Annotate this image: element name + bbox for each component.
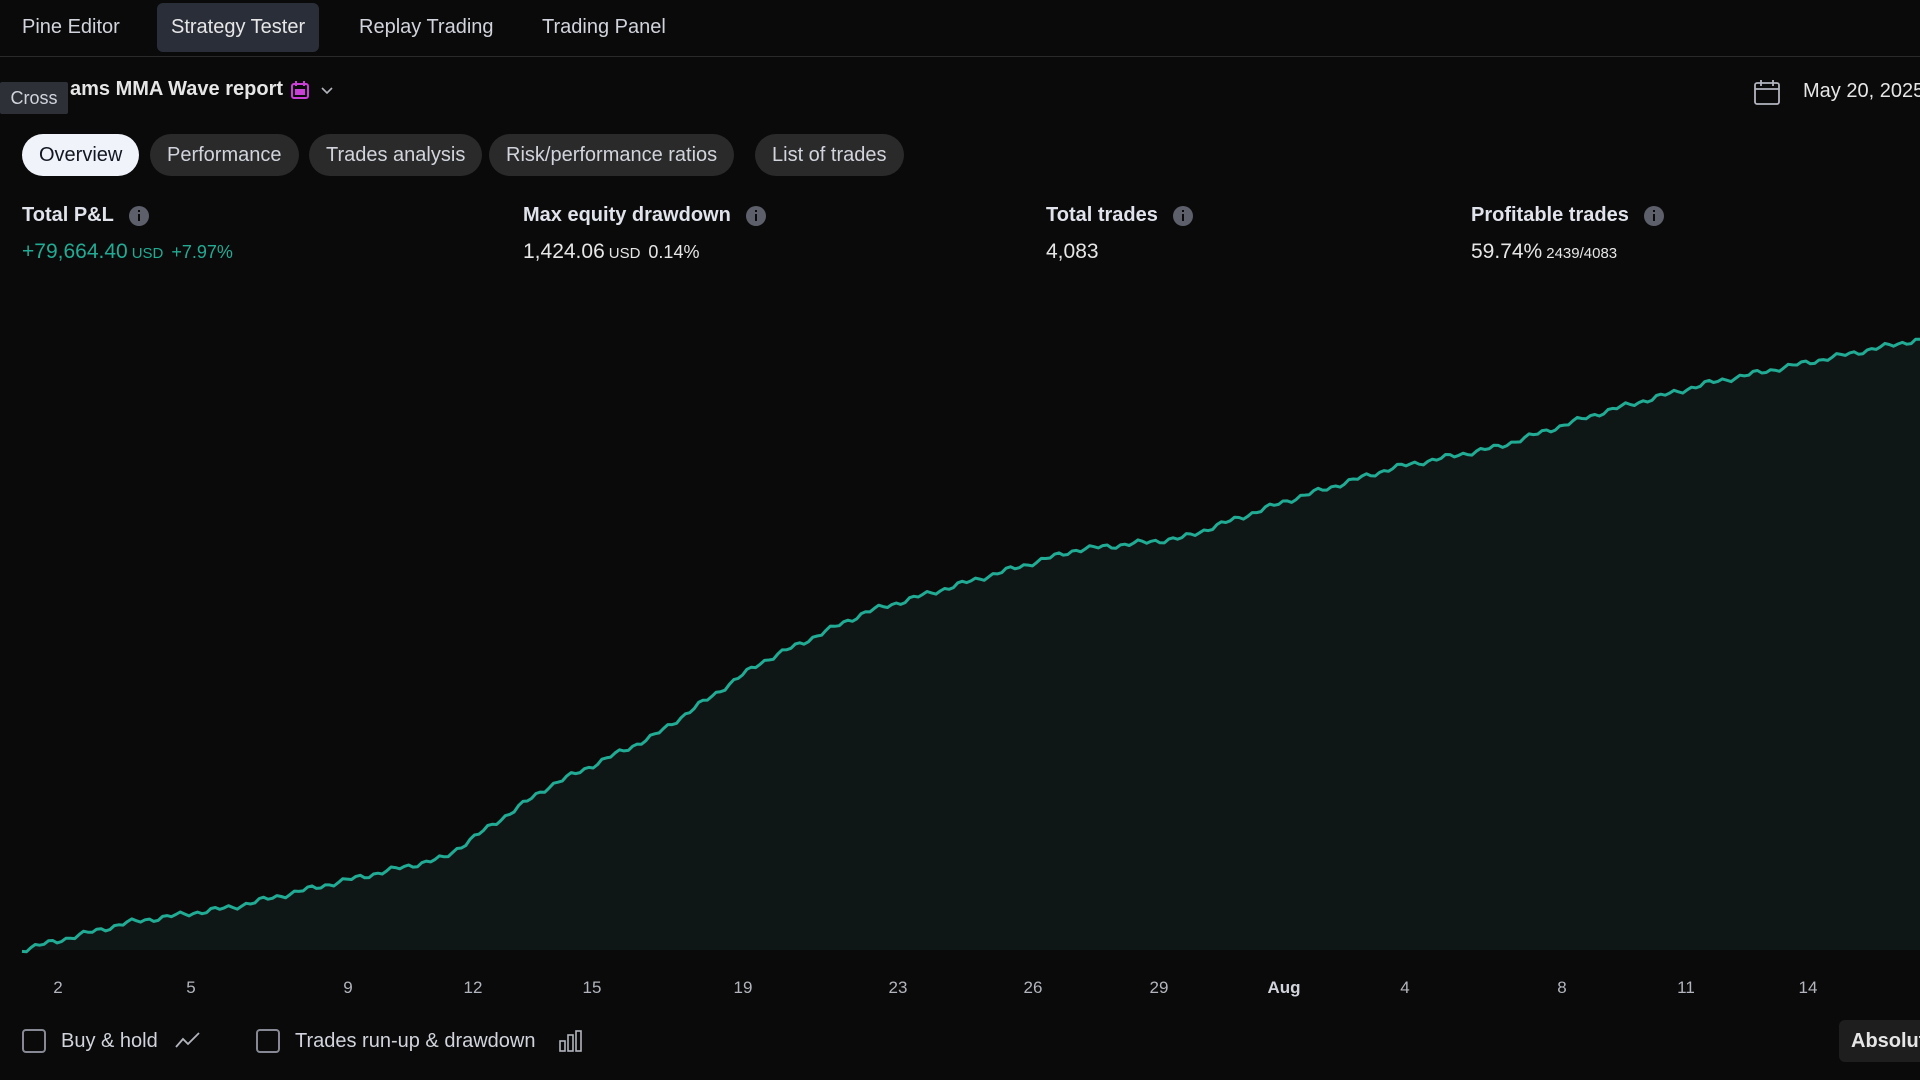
top-tab-bar: Pine Editor Strategy Tester Replay Tradi… bbox=[0, 0, 1920, 57]
stat-profitable-trades: Profitable trades 59.74% 2439/4083 bbox=[1471, 204, 1665, 263]
tab-risk-performance-ratios[interactable]: Risk/performance ratios bbox=[489, 134, 735, 176]
stat-total-pnl: Total P&L +79,664.40 USD +7.97% bbox=[22, 204, 233, 263]
x-tick-label: 29 bbox=[1149, 978, 1169, 997]
info-icon[interactable] bbox=[1643, 205, 1665, 227]
stat-label: Total P&L bbox=[22, 204, 114, 226]
date-range[interactable]: May 20, 2025 bbox=[1803, 80, 1920, 102]
stat-value: 4,083 bbox=[1046, 240, 1099, 263]
tab-strategy-tester[interactable]: Strategy Tester bbox=[157, 3, 320, 52]
stat-value: 59.74% bbox=[1471, 240, 1543, 263]
chevron-down-icon[interactable] bbox=[320, 84, 334, 98]
absolute-toggle-button[interactable]: Absolute bbox=[1839, 1020, 1920, 1062]
x-tick-label: 11 bbox=[1677, 978, 1695, 997]
buy-hold-label[interactable]: Buy & hold bbox=[61, 1030, 158, 1052]
calendar-flag-icon[interactable] bbox=[290, 80, 310, 100]
stat-value: 1,424.06 bbox=[523, 240, 605, 263]
x-tick-label: 4 bbox=[1400, 978, 1410, 997]
stat-max-drawdown: Max equity drawdown 1,424.06 USD 0.14% bbox=[523, 204, 767, 263]
calendar-icon[interactable] bbox=[1753, 78, 1781, 106]
stat-label: Max equity drawdown bbox=[523, 204, 731, 226]
line-chart-icon bbox=[175, 1032, 200, 1048]
x-tick-label: 5 bbox=[186, 978, 196, 997]
tab-overview[interactable]: Overview bbox=[22, 134, 140, 176]
stat-total-trades: Total trades 4,083 bbox=[1046, 204, 1194, 263]
x-tick-label: 8 bbox=[1557, 978, 1567, 997]
stat-ratio: 2439/4083 bbox=[1546, 245, 1618, 262]
stat-value: +79,664.40 bbox=[22, 240, 128, 263]
tab-list-of-trades[interactable]: List of trades bbox=[755, 134, 904, 176]
equity-chart[interactable] bbox=[0, 300, 1920, 960]
report-title[interactable]: ams MMA Wave report bbox=[70, 78, 284, 100]
x-tick-label: 12 bbox=[463, 978, 483, 997]
stat-label: Profitable trades bbox=[1471, 204, 1629, 226]
stat-percent: 0.14% bbox=[648, 242, 700, 262]
x-tick-label: 19 bbox=[733, 978, 753, 997]
x-tick-label: 23 bbox=[888, 978, 908, 997]
x-tick-label: Aug bbox=[1267, 978, 1301, 997]
info-icon[interactable] bbox=[128, 205, 150, 227]
x-tick-label: 9 bbox=[343, 978, 353, 997]
stat-label: Total trades bbox=[1046, 204, 1158, 226]
x-tick-label: 14 bbox=[1798, 978, 1818, 997]
x-tick-label: 26 bbox=[1023, 978, 1043, 997]
info-icon[interactable] bbox=[1172, 205, 1194, 227]
cross-tooltip: Cross bbox=[0, 82, 68, 114]
runup-drawdown-checkbox[interactable] bbox=[256, 1029, 280, 1053]
tab-trades-analysis[interactable]: Trades analysis bbox=[309, 134, 483, 176]
equity-area bbox=[22, 339, 1920, 952]
buy-hold-checkbox[interactable] bbox=[22, 1029, 46, 1053]
stat-unit: USD bbox=[608, 245, 641, 262]
stat-unit: USD bbox=[131, 245, 164, 262]
tab-replay-trading[interactable]: Replay Trading bbox=[359, 16, 494, 38]
tab-pine-editor[interactable]: Pine Editor bbox=[22, 16, 120, 38]
runup-drawdown-label[interactable]: Trades run-up & drawdown bbox=[295, 1030, 536, 1052]
bar-chart-icon bbox=[559, 1030, 582, 1052]
stat-percent: +7.97% bbox=[171, 242, 233, 262]
x-tick-label: 2 bbox=[53, 978, 63, 997]
tab-trading-panel[interactable]: Trading Panel bbox=[542, 16, 666, 38]
equity-line bbox=[21, 337, 1920, 954]
tab-performance[interactable]: Performance bbox=[150, 134, 299, 176]
x-tick-label: 15 bbox=[582, 978, 602, 997]
info-icon[interactable] bbox=[745, 205, 767, 227]
